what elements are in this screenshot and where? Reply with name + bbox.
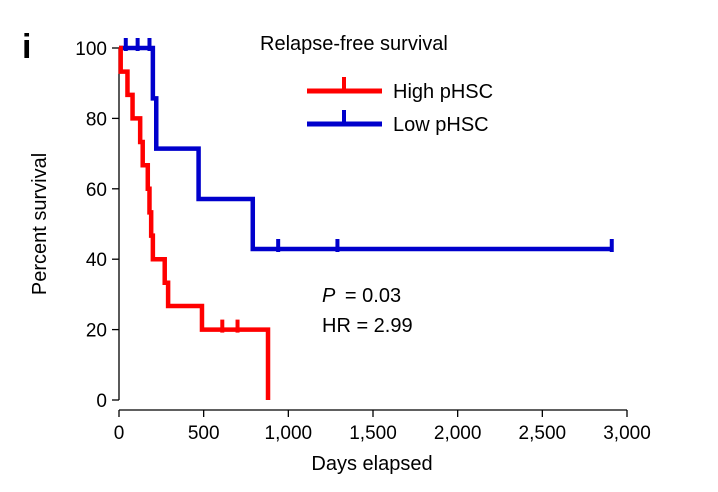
y-tick-label: 100 [75,39,107,60]
x-tick-label: 2,500 [519,423,567,444]
x-tick-label: 3,000 [603,423,651,444]
x-tick-label: 500 [188,423,220,444]
x-tick-label: 0 [114,423,125,444]
panel-label: i [22,28,31,66]
series-line-high-phsc [118,45,271,400]
p-value: = 0.03 [345,285,401,307]
y-tick-label: 0 [96,391,107,412]
series-line-low-phsc [119,45,612,252]
hr-annotation: HR = 2.99 [322,315,413,337]
legend-label: Low pHSC [393,114,489,136]
p-label: P [322,285,336,307]
y-tick-label: 60 [86,180,107,201]
x-tick-label: 2,000 [434,423,482,444]
series-layer [118,38,614,400]
legend-label: High pHSC [393,81,493,103]
chart-title: Relapse-free survival [260,33,448,55]
legend: High pHSC Low pHSC [307,77,493,136]
y-tick-label: 40 [86,250,107,271]
p-value-annotation: P = 0.03 [322,285,401,307]
x-tick-label: 1,500 [349,423,397,444]
x-tick-label: 1,000 [265,423,313,444]
x-axis-title: Days elapsed [311,453,432,475]
y-tick-label: 20 [86,321,107,342]
axes: 0 20 40 60 80 100 0 500 1,000 1,500 2,000 2,500 3,00… [75,39,650,444]
y-axis-title: Percent survival [29,153,51,295]
y-tick-label: 80 [86,109,107,130]
